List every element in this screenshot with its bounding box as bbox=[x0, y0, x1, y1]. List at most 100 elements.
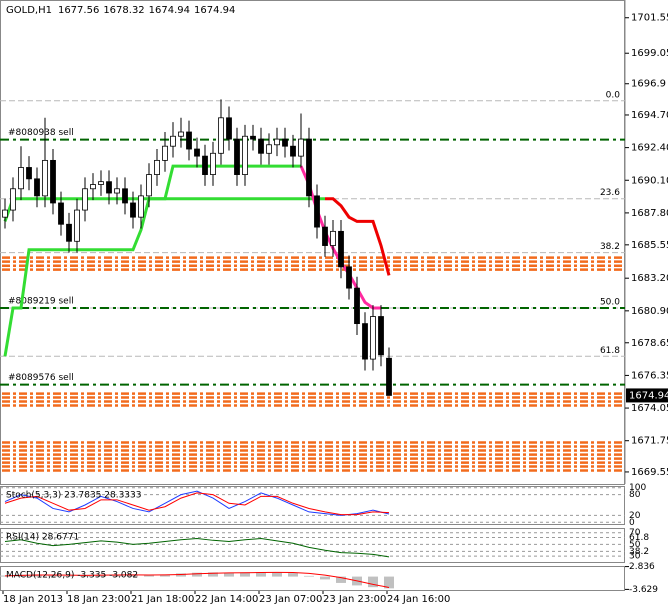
y-tick-label: 2.836 bbox=[629, 562, 655, 572]
candle-body bbox=[42, 159, 48, 197]
candle-body bbox=[162, 145, 168, 161]
y-tick-label: 1676.35 bbox=[631, 370, 668, 381]
candle-body bbox=[242, 135, 248, 175]
x-tick-label: 23 Jan 23:00 bbox=[323, 594, 386, 605]
y-tick-label: -3.629 bbox=[629, 585, 658, 595]
histogram-bar bbox=[192, 572, 202, 577]
histogram-bar bbox=[48, 575, 58, 577]
candle-body bbox=[106, 181, 112, 194]
histogram-bar bbox=[288, 573, 298, 577]
candle-body bbox=[306, 138, 312, 197]
candle-body bbox=[138, 195, 144, 218]
indicator-line bbox=[4, 490, 390, 516]
panel-frame bbox=[0, 566, 625, 591]
y-tick-label: 50 bbox=[629, 540, 641, 550]
fib-label: 0.0 bbox=[606, 90, 621, 100]
y-tick-label: 1671.75 bbox=[631, 436, 668, 447]
candle-body bbox=[314, 195, 320, 228]
header: GOLD,H1 1677.56 1678.32 1674.94 1674.94 bbox=[6, 5, 235, 16]
open-value: 1677.56 bbox=[58, 5, 99, 16]
indicator-line bbox=[4, 492, 390, 516]
panel-title: MACD(12,26,9) -3.335 -3.082 bbox=[6, 571, 138, 581]
candle-body bbox=[58, 202, 64, 225]
histogram-bar bbox=[272, 572, 282, 577]
candle-body bbox=[266, 144, 272, 154]
candle-body bbox=[338, 230, 344, 268]
fib-label: 38.2 bbox=[600, 242, 620, 252]
candle-body bbox=[298, 138, 304, 157]
histogram-bar bbox=[160, 574, 170, 577]
fib-label: 50.0 bbox=[600, 298, 620, 308]
candle-body bbox=[322, 226, 328, 246]
candle-body bbox=[130, 202, 136, 218]
x-tick-label: 18 Jan 2013 bbox=[3, 594, 63, 605]
histogram-bar bbox=[304, 575, 314, 577]
y-tick-label: 1696.9 bbox=[631, 79, 666, 90]
candle-body bbox=[290, 145, 296, 157]
panel-title: RSI(14) 28.6771 bbox=[6, 533, 79, 543]
x-tick-label: 23 Jan 07:00 bbox=[259, 594, 322, 605]
histogram-bar bbox=[256, 572, 266, 577]
order-label: #8089576 sell bbox=[8, 373, 74, 383]
histogram-bar bbox=[336, 576, 346, 583]
candle-body bbox=[50, 159, 56, 204]
candle-body bbox=[386, 357, 392, 396]
y-tick-label: 1699.05 bbox=[631, 48, 668, 59]
candle-body bbox=[218, 117, 224, 154]
panel-frame bbox=[0, 486, 625, 525]
fib-label: 61.8 bbox=[600, 346, 620, 356]
y-tick-label: 1701.55 bbox=[631, 13, 668, 24]
y-tick-label: 1678.65 bbox=[631, 338, 668, 349]
candle-body bbox=[274, 138, 280, 146]
indicator-line bbox=[325, 197, 391, 276]
y-tick-label: 70 bbox=[629, 528, 641, 538]
y-tick-label: 1692.40 bbox=[631, 143, 668, 154]
candle-body bbox=[10, 188, 16, 211]
y-tick-label: 0 bbox=[629, 518, 635, 528]
indicator-line bbox=[4, 538, 390, 558]
histogram-bar bbox=[368, 576, 378, 588]
candle-body bbox=[362, 323, 368, 360]
candle-body bbox=[282, 138, 288, 147]
candle-body bbox=[194, 148, 200, 157]
histogram-bar bbox=[384, 576, 394, 589]
panel-title: Stoch(5,3,3) 23.7835 28.3333 bbox=[6, 491, 141, 501]
candle-body bbox=[74, 209, 80, 242]
candle-body bbox=[330, 230, 336, 246]
candle-body bbox=[346, 266, 352, 289]
candle-body bbox=[186, 131, 192, 150]
histogram-bar bbox=[208, 572, 218, 577]
histogram-bar bbox=[112, 574, 122, 577]
y-tick-label: 1687.80 bbox=[631, 208, 668, 219]
candle-body bbox=[122, 188, 128, 204]
candle-body bbox=[154, 159, 160, 175]
y-tick-label: 1690.10 bbox=[631, 175, 668, 186]
symbol: GOLD,H1 bbox=[6, 5, 52, 16]
y-tick-label: 1669.55 bbox=[631, 467, 668, 478]
histogram-bar bbox=[240, 572, 250, 577]
y-tick-label: 1683.20 bbox=[631, 273, 668, 284]
x-tick-label: 24 Jan 16:00 bbox=[387, 594, 450, 605]
low-value: 1674.94 bbox=[149, 5, 190, 16]
candle-body bbox=[34, 178, 40, 197]
candle-body bbox=[258, 138, 264, 154]
candle-body bbox=[210, 152, 216, 175]
histogram-bar bbox=[80, 575, 90, 577]
fib-label: 23.6 bbox=[600, 188, 620, 198]
y-tick-label: 1674.05 bbox=[631, 403, 668, 414]
histogram-bar bbox=[64, 575, 74, 577]
price-label: 1674.94 bbox=[629, 390, 668, 401]
histogram-bar bbox=[96, 574, 106, 577]
main-frame bbox=[0, 0, 625, 485]
candle-body bbox=[146, 174, 152, 197]
y-tick-label: 1694.70 bbox=[631, 110, 668, 121]
candle-body bbox=[170, 135, 176, 147]
histogram-bar bbox=[176, 573, 186, 577]
panel-frame bbox=[0, 528, 625, 563]
candle-body bbox=[90, 184, 96, 190]
histogram-bar bbox=[224, 572, 234, 577]
y-tick-label: 80 bbox=[629, 490, 641, 500]
y-tick-label: 20 bbox=[629, 511, 641, 521]
x-tick-label: 22 Jan 14:00 bbox=[195, 594, 258, 605]
y-tick-label: 1680.90 bbox=[631, 306, 668, 317]
